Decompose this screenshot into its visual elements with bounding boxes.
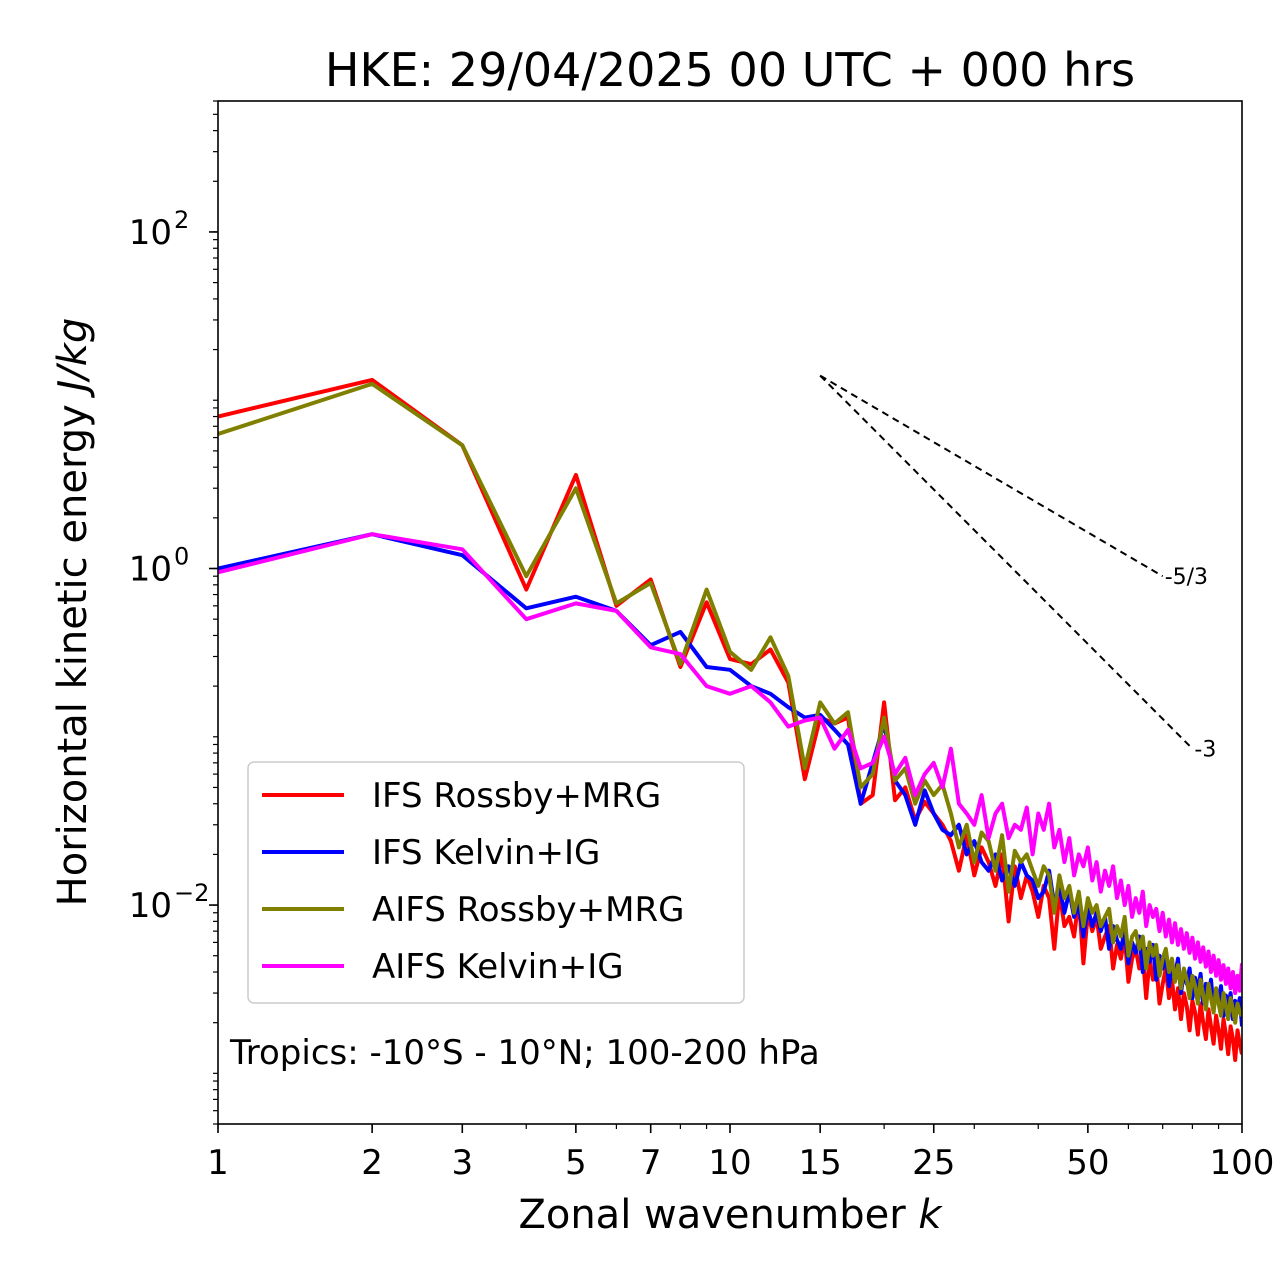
chart-title: HKE: 29/04/2025 00 UTC + 000 hrs: [325, 43, 1135, 97]
x-tick-label: 100: [1210, 1143, 1275, 1183]
y-tick-label: 10: [129, 886, 172, 926]
series-lines: [218, 377, 1242, 1062]
y-tick-exponent: 0: [174, 543, 189, 571]
legend-entry-label: AIFS Rossby+MRG: [372, 890, 684, 930]
legend: IFS Rossby+MRG IFS Kelvin+IG AIFS Rossby+M…: [247, 761, 745, 1004]
x-tick-label: 2: [361, 1143, 383, 1183]
legend-entry-label: AIFS Kelvin+IG: [372, 947, 624, 987]
legend-box: [247, 761, 745, 1004]
y-tick-label: 10: [129, 550, 172, 590]
x-axis-label-main: Zonal wavenumber: [518, 1192, 918, 1238]
series-line: [218, 532, 1242, 996]
x-tick-label: 7: [640, 1143, 662, 1183]
y-axis-label: Horizontal kinetic energy J/kg: [50, 318, 96, 907]
y-axis-label-main: Horizontal kinetic energy: [50, 392, 96, 907]
x-axis-label: Zonal wavenumber k: [518, 1192, 943, 1238]
legend-entry-label: IFS Rossby+MRG: [372, 776, 661, 816]
y-tick-exponent: 2: [174, 206, 189, 234]
x-tick-label: 5: [565, 1143, 587, 1183]
x-tick-label: 10: [708, 1143, 751, 1183]
reference-line: [819, 374, 1164, 578]
reference-line: [819, 374, 1194, 750]
reference-line-label: -5/3: [1165, 565, 1208, 590]
region-annotation: Tropics: -10°S - 10°N; 100-200 hPa: [229, 1033, 820, 1073]
legend-entry-label: IFS Kelvin+IG: [372, 833, 600, 873]
x-axis: 1 2 3 5 7 10 15 25 50 100: [207, 1124, 1274, 1183]
x-tick-label: 1: [207, 1143, 229, 1183]
reference-line-label: -3: [1194, 738, 1216, 763]
x-tick-label: 15: [799, 1143, 842, 1183]
reference-lines: -5/3 -3: [819, 374, 1216, 763]
x-tick-label: 25: [912, 1143, 955, 1183]
y-tick-exponent: −2: [174, 879, 209, 907]
x-axis-label-variable: k: [918, 1192, 943, 1238]
y-tick-label: 10: [129, 213, 172, 253]
y-axis-label-unit: J/kg: [50, 318, 96, 399]
x-tick-label: 3: [451, 1143, 473, 1183]
x-tick-label: 50: [1066, 1143, 1109, 1183]
